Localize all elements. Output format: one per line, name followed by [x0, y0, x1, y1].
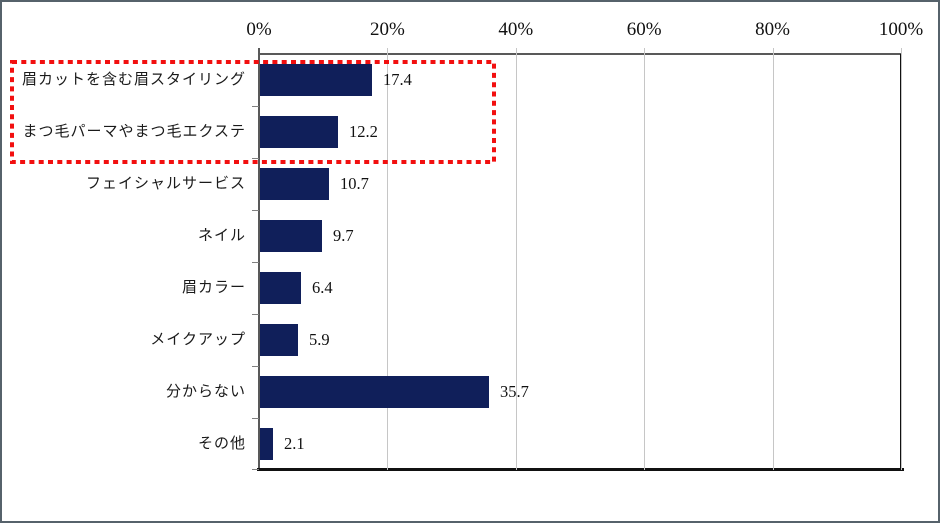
category-tick	[252, 106, 259, 107]
value-label: 17.4	[383, 70, 412, 89]
bar	[260, 116, 338, 148]
value-label: 6.4	[312, 278, 333, 297]
category-label: 眉カットを含む眉スタイリング	[21, 72, 246, 88]
bar	[260, 64, 372, 96]
bar	[260, 168, 329, 200]
bar	[260, 376, 489, 408]
value-label: 5.9	[309, 330, 330, 349]
category-label: ネイル	[197, 228, 246, 244]
axis-left-line	[258, 48, 260, 470]
value-label: 2.1	[284, 434, 305, 453]
category-label: フェイシャルサービス	[85, 176, 246, 192]
category-label: メイクアップ	[150, 332, 246, 348]
x-axis-tick-label: 80%	[755, 19, 790, 40]
category-tick	[252, 158, 259, 159]
axis-bottom-line	[257, 468, 904, 471]
bar	[260, 272, 301, 304]
x-axis-tick-label: 40%	[498, 19, 534, 40]
value-label: 35.7	[500, 382, 529, 401]
category-tick	[252, 366, 259, 367]
bar	[260, 324, 298, 356]
category-tick	[252, 314, 259, 315]
category-tick	[252, 418, 259, 419]
x-axis-tick-label: 60%	[626, 19, 662, 40]
bar	[260, 428, 273, 460]
category-tick	[252, 210, 259, 211]
category-tick	[252, 469, 259, 470]
category-label: その他	[197, 436, 246, 452]
value-label: 12.2	[349, 122, 378, 141]
gridline	[387, 48, 389, 470]
x-axis-tick-label: 20%	[369, 19, 405, 40]
gridline	[644, 48, 646, 470]
gridline	[772, 48, 774, 470]
bar	[260, 220, 322, 252]
category-label: 分からない	[165, 384, 246, 400]
x-axis-tick-label: 0%	[246, 19, 272, 40]
value-label: 10.7	[340, 174, 369, 193]
category-label: まつ毛パーマやまつ毛エクステ	[22, 124, 246, 140]
gridline	[515, 48, 517, 470]
axis-top-line	[259, 53, 902, 55]
x-axis-tick-label: 100%	[878, 19, 924, 40]
category-tick	[252, 262, 259, 263]
gridline	[901, 48, 902, 470]
category-label: 眉カラー	[181, 280, 246, 296]
value-label: 9.7	[333, 226, 354, 245]
